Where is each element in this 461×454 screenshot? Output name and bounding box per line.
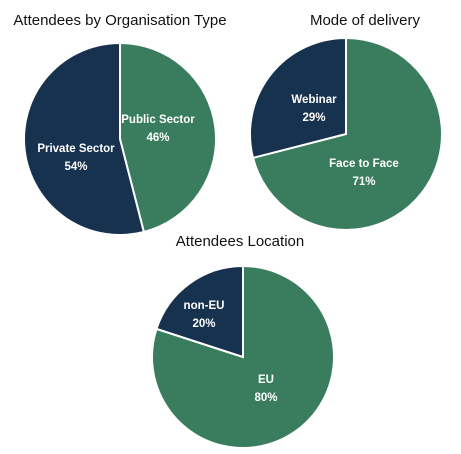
chart-title: Attendees Location: [175, 233, 305, 250]
slice-label: non-EU: [184, 300, 225, 312]
pie-slice-private-sector: [23, 41, 146, 236]
slice-label: Webinar: [291, 94, 337, 106]
slice-label: Public Sector: [121, 114, 195, 126]
slice-label: EU: [258, 374, 274, 386]
slice-value-label: 46%: [146, 132, 169, 144]
slice-value-label: 29%: [302, 112, 325, 124]
slice-value-label: 20%: [192, 318, 215, 330]
chart-title: Mode of delivery: [309, 12, 421, 29]
pie-slice-public-sector: [119, 41, 217, 234]
chart-title: Attendees by Organisation Type: [13, 12, 227, 29]
slice-value-label: 80%: [254, 392, 277, 404]
slice-label: Private Sector: [37, 143, 115, 155]
slice-value-label: 71%: [352, 176, 375, 188]
pie-slice-face-to-face: [251, 36, 443, 231]
pie-slice-non-eu: [155, 264, 244, 359]
slice-value-label: 54%: [64, 161, 87, 173]
slice-label: Face to Face: [329, 158, 399, 170]
pie-slice-webinar: [249, 36, 347, 160]
